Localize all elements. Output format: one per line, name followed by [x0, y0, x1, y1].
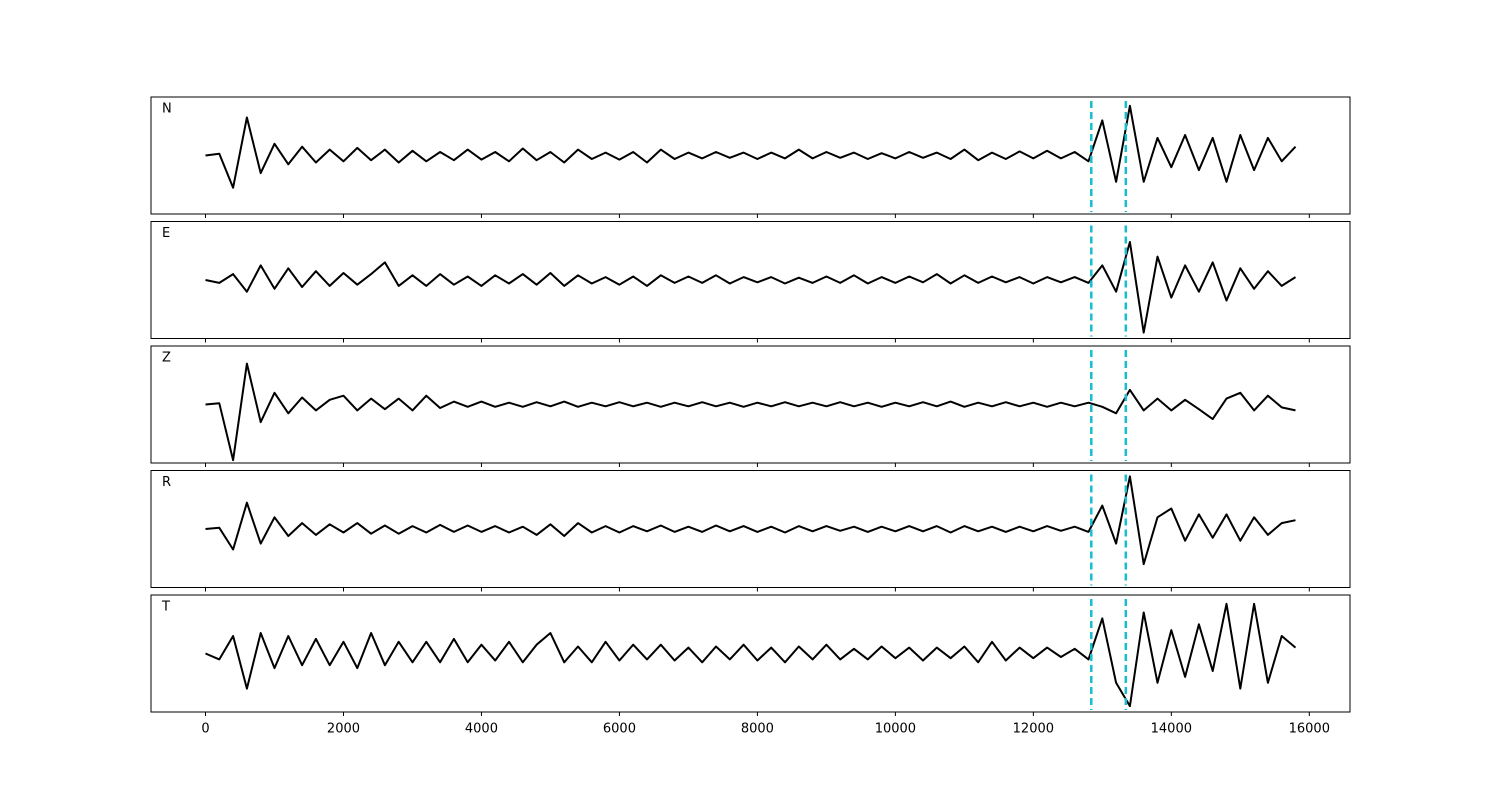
- x-tick-label: 12000: [1013, 722, 1054, 737]
- x-tick-label: 4000: [465, 722, 498, 737]
- panel-label: E: [162, 226, 170, 241]
- panel-label: Z: [162, 351, 171, 366]
- panel-label: R: [162, 475, 171, 490]
- panel-label: N: [162, 102, 172, 117]
- panel-label: T: [161, 600, 170, 615]
- x-tick-label: 0: [201, 722, 209, 737]
- trace: [205, 362, 1296, 462]
- x-tick-label: 6000: [603, 722, 636, 737]
- trace: [205, 104, 1297, 189]
- trace: [205, 475, 1296, 566]
- trace: [205, 241, 1297, 334]
- x-tick-label: 8000: [741, 722, 774, 737]
- trace: [205, 602, 1297, 708]
- x-tick-label: 16000: [1289, 722, 1330, 737]
- x-tick-label: 14000: [1151, 722, 1192, 737]
- x-tick-label: 10000: [875, 722, 916, 737]
- x-tick-label: 2000: [327, 722, 360, 737]
